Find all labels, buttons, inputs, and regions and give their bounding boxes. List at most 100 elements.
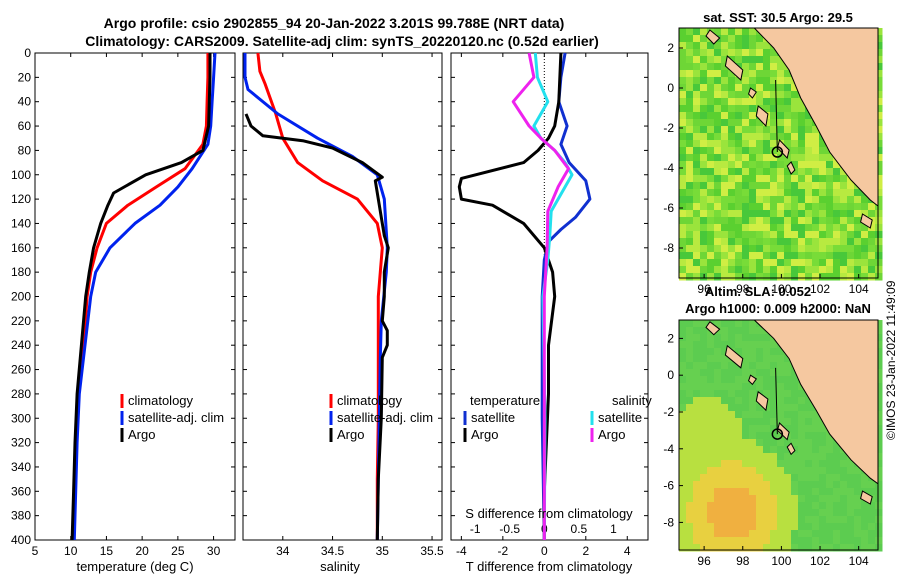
map-cell [707, 369, 715, 377]
map-cell [700, 70, 708, 78]
map-cell [700, 334, 708, 342]
map-cell [791, 376, 799, 384]
map-cell [812, 140, 820, 148]
map-cell [707, 390, 715, 398]
map-cell [749, 320, 757, 328]
map-cell [763, 238, 771, 246]
map-cell [770, 196, 778, 204]
map-cell [819, 161, 827, 169]
map-cell [840, 509, 848, 517]
map-cell [868, 537, 876, 545]
map-cell [784, 523, 792, 531]
map-cell [798, 140, 806, 148]
map-cell [763, 348, 771, 356]
map-cell [742, 168, 750, 176]
map-cell [686, 210, 694, 218]
map-cell [728, 119, 736, 127]
y-tick-label: 320 [11, 436, 31, 450]
map-cell [777, 432, 785, 440]
map-cell [742, 537, 750, 545]
map-cell [854, 189, 862, 197]
map-cell [742, 210, 750, 218]
map-cell [742, 390, 750, 398]
map-cell [749, 182, 757, 190]
map-cell [735, 77, 743, 85]
map-cell [777, 245, 785, 253]
map-cell [714, 42, 722, 50]
map-cell [728, 334, 736, 342]
map-cell [749, 341, 757, 349]
map-cell [714, 63, 722, 71]
series-line-satellite-adj-clim [72, 52, 217, 541]
map-cell [826, 516, 834, 524]
map-cell [805, 418, 813, 426]
map-cell [686, 119, 694, 127]
map-cell [735, 467, 743, 475]
map-cell [693, 217, 701, 225]
map-cell [700, 119, 708, 127]
map-cell [742, 320, 750, 328]
map-cell [749, 404, 757, 412]
map-cell [812, 460, 820, 468]
map-cell [861, 224, 869, 232]
map-cell [686, 105, 694, 113]
map-cell [679, 91, 687, 99]
map-cell [854, 273, 862, 281]
map-cell [693, 126, 701, 134]
map-cell [721, 112, 729, 120]
map-cell [679, 175, 687, 183]
map-cell [805, 231, 813, 239]
map-cell [777, 175, 785, 183]
map-cell [784, 530, 792, 538]
map-cell [700, 474, 708, 482]
map-cell [735, 516, 743, 524]
map-cell [707, 259, 715, 267]
map-cell [791, 467, 799, 475]
map-cell [854, 196, 862, 204]
map-cell [784, 467, 792, 475]
map-cell [854, 259, 862, 267]
map-cell [805, 537, 813, 545]
map-cell [707, 432, 715, 440]
map-cell [826, 453, 834, 461]
map-cell [721, 133, 729, 141]
map-cell [735, 217, 743, 225]
map-cell [812, 182, 820, 190]
map-cell [812, 537, 820, 545]
map-cell [812, 133, 820, 141]
map-cell [700, 175, 708, 183]
map-cell [742, 327, 750, 335]
map-cell [735, 509, 743, 517]
map-y-tick-label: -2 [663, 405, 674, 419]
map-cell [763, 77, 771, 85]
map-cell [875, 523, 883, 531]
x-tick-label: -4 [456, 544, 467, 558]
map-cell [679, 446, 687, 454]
map-cell [763, 502, 771, 510]
map-cell [763, 49, 771, 57]
legend-label-argo: Argo [337, 427, 364, 442]
map-cell [777, 362, 785, 370]
map-cell [791, 224, 799, 232]
map-cell [777, 460, 785, 468]
map-cell [679, 530, 687, 538]
map-cell [707, 77, 715, 85]
map-cell [707, 474, 715, 482]
map-cell [826, 196, 834, 204]
map-cell [812, 154, 820, 162]
float-track [775, 367, 778, 435]
map-cell [756, 203, 764, 211]
map-cell [763, 126, 771, 134]
map-cell [686, 133, 694, 141]
map-cell [749, 133, 757, 141]
map-cell [735, 175, 743, 183]
map-cell [784, 544, 792, 552]
map-cell [875, 390, 883, 398]
map-cell [749, 98, 757, 106]
y-tick-label: 160 [11, 241, 31, 255]
map-cell [728, 196, 736, 204]
map-cell [819, 231, 827, 239]
map-cell [770, 252, 778, 260]
map-cell [805, 460, 813, 468]
map-cell [693, 481, 701, 489]
